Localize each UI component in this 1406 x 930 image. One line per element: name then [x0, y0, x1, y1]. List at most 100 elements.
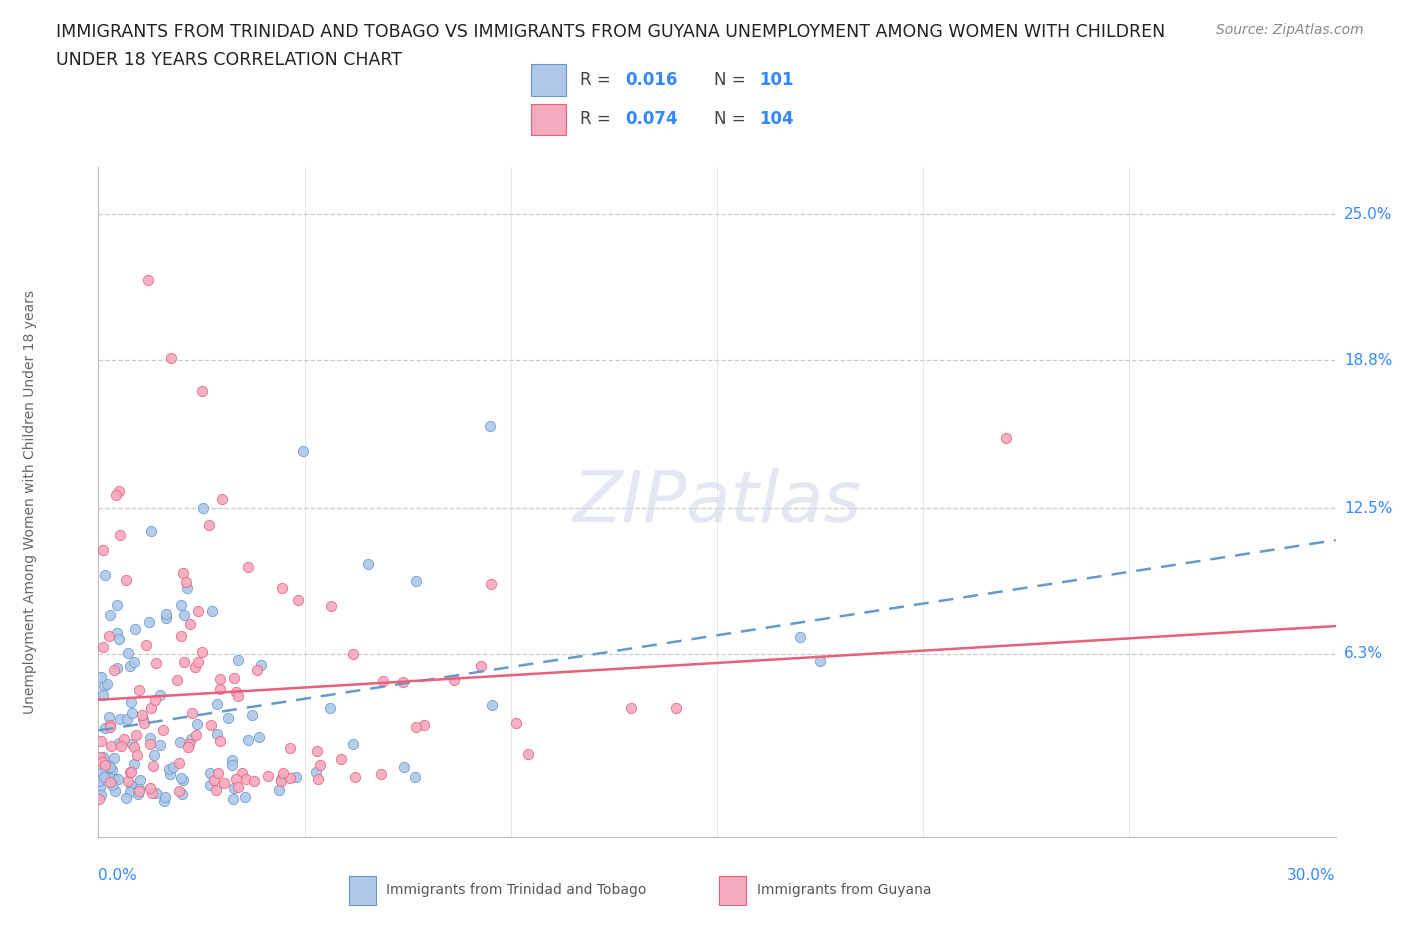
Point: [179, 732, 201, 747]
Text: R =: R =: [581, 111, 616, 128]
Point: [108, 527, 131, 542]
Point: [97, 757, 120, 772]
Point: [287, 592, 309, 607]
Point: [131, 708, 153, 723]
Point: [247, 730, 270, 745]
Point: [89, 750, 111, 764]
Point: [479, 577, 502, 591]
Point: [371, 674, 394, 689]
Text: Immigrants from Trinidad and Tobago: Immigrants from Trinidad and Tobago: [387, 884, 647, 897]
Point: [270, 772, 292, 787]
Point: [117, 645, 139, 660]
Text: 0.016: 0.016: [626, 71, 678, 88]
Point: [127, 786, 149, 801]
Point: [96, 676, 118, 691]
Point: [135, 637, 157, 652]
Point: [87, 773, 110, 788]
Point: [138, 730, 160, 745]
Point: [222, 780, 245, 795]
Point: [226, 653, 249, 668]
Point: [307, 772, 329, 787]
Point: [221, 758, 243, 773]
Point: [93, 758, 115, 773]
Point: [665, 700, 688, 715]
Point: [170, 771, 193, 786]
Text: R =: R =: [581, 71, 616, 88]
Point: [187, 604, 209, 618]
Point: [198, 777, 221, 792]
Point: [115, 711, 138, 726]
Point: [108, 711, 131, 726]
Point: [101, 777, 124, 792]
Point: [120, 777, 142, 792]
Point: [620, 700, 643, 715]
Point: [225, 685, 247, 700]
Point: [155, 606, 177, 621]
Point: [228, 780, 250, 795]
Point: [91, 687, 114, 702]
Point: [94, 567, 117, 582]
Point: [184, 659, 207, 674]
Point: [202, 772, 225, 787]
Point: [127, 747, 149, 762]
Point: [204, 783, 226, 798]
Point: [236, 559, 259, 574]
Point: [121, 737, 143, 751]
Point: [170, 787, 193, 802]
Point: [145, 656, 167, 671]
Point: [186, 716, 208, 731]
Point: [181, 705, 204, 720]
Point: [112, 732, 135, 747]
Point: [278, 741, 301, 756]
Point: [167, 756, 190, 771]
Point: [100, 738, 122, 753]
Text: ZIPatlas: ZIPatlas: [572, 468, 862, 537]
Text: Source: ZipAtlas.com: Source: ZipAtlas.com: [1216, 23, 1364, 37]
Point: [208, 682, 231, 697]
Point: [305, 744, 328, 759]
Point: [91, 750, 114, 764]
Point: [197, 518, 219, 533]
Point: [155, 610, 177, 625]
Point: [173, 655, 195, 670]
Point: [153, 790, 176, 804]
Text: 25.0%: 25.0%: [1344, 206, 1392, 222]
Point: [170, 629, 193, 644]
Text: 0.074: 0.074: [626, 111, 678, 128]
Point: [128, 773, 150, 788]
Point: [226, 688, 249, 703]
Text: IMMIGRANTS FROM TRINIDAD AND TOBAGO VS IMMIGRANTS FROM GUYANA UNEMPLOYMENT AMONG: IMMIGRANTS FROM TRINIDAD AND TOBAGO VS I…: [56, 23, 1166, 41]
Point: [98, 717, 121, 732]
Text: 101: 101: [759, 71, 794, 88]
Point: [238, 733, 260, 748]
Point: [235, 771, 257, 786]
Point: [120, 694, 142, 709]
Point: [90, 734, 112, 749]
Point: [94, 721, 117, 736]
Point: [413, 717, 436, 732]
Point: [167, 783, 190, 798]
Point: [125, 727, 148, 742]
Point: [93, 678, 115, 693]
Point: [172, 565, 194, 580]
Point: [191, 500, 214, 515]
Point: [103, 751, 125, 765]
Point: [91, 755, 114, 770]
Point: [103, 771, 125, 786]
Point: [120, 764, 142, 779]
Point: [149, 687, 172, 702]
Point: [404, 769, 426, 784]
Point: [505, 715, 527, 730]
Point: [201, 604, 224, 618]
Point: [118, 658, 141, 673]
Text: Immigrants from Guyana: Immigrants from Guyana: [756, 884, 931, 897]
Point: [142, 758, 165, 773]
Point: [243, 774, 266, 789]
Point: [98, 770, 121, 785]
Point: [122, 740, 145, 755]
Point: [105, 626, 128, 641]
Point: [128, 782, 150, 797]
Point: [110, 738, 132, 753]
Point: [308, 758, 330, 773]
Point: [157, 762, 180, 777]
